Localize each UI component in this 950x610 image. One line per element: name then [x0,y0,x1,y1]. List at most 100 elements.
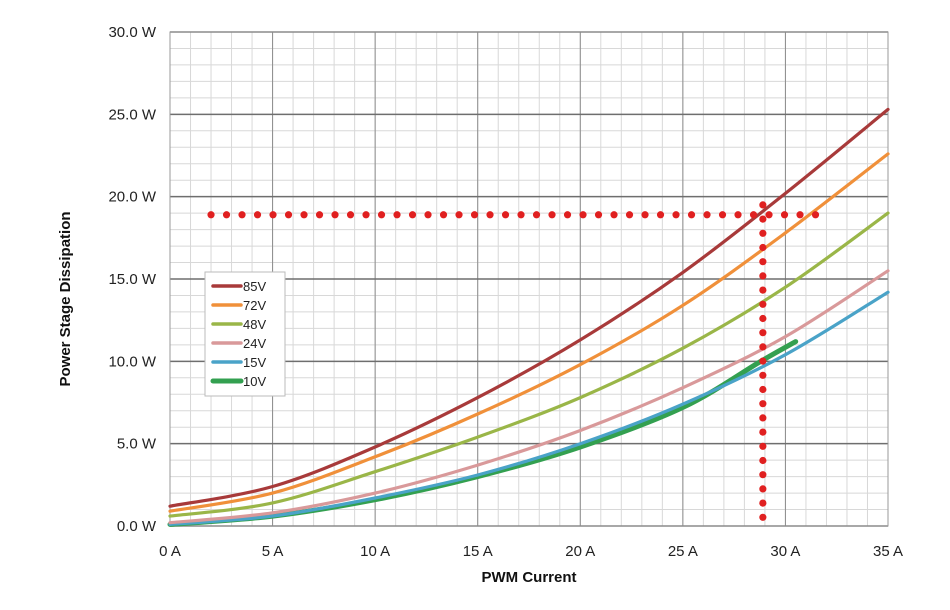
guide-dot [331,211,339,219]
x-tick-label: 0 A [159,543,181,560]
x-tick-label: 15 A [463,543,493,560]
guide-dot [532,211,541,219]
guide-dot [759,357,767,365]
guide-dot [759,243,767,252]
guide-dot [811,211,820,219]
x-tick-label: 10 A [360,543,390,560]
guide-dot [759,286,767,294]
x-tick-label: 35 A [873,543,903,560]
guide-dot [625,211,634,219]
guide-dot [765,211,773,219]
guide-dot [470,211,479,219]
guide-dot [377,211,386,219]
guide-dot [594,211,603,219]
guide-dot [759,201,767,209]
guide-dot [759,400,767,408]
series-line-48v [168,211,890,518]
x-tick-label: 20 A [565,543,595,560]
series-line-85v [168,107,890,508]
guide-dot [222,211,231,219]
guide-dot [284,211,293,219]
legend-label-72v: 72V [243,298,266,313]
guide-dot [424,211,432,219]
guide-dot [408,211,417,219]
guide-dot [207,211,215,219]
guide-dot [346,211,355,219]
guide-dot [759,272,767,280]
series-line-72v [168,152,890,513]
guide-dot [749,211,758,219]
x-tick-label: 5 A [262,543,284,560]
guide-dot [759,442,767,450]
x-tick-label: 25 A [668,543,698,560]
guide-dot [759,300,767,308]
guide-dot [641,211,649,219]
legend-label-85v: 85V [243,279,266,294]
x-tick-label: 30 A [770,543,800,560]
y-tick-label: 30.0 W [108,24,156,41]
guide-dot [238,211,246,219]
x-axis-tick-labels: 0 A 5 A 10 A 15 A 20 A 25 A 30 A 35 A [159,543,903,560]
guide-dot [759,428,767,436]
guide-dot [610,211,618,219]
y-tick-label: 0.0 W [117,518,157,535]
guide-dot [486,211,494,219]
guide-dot [759,499,767,507]
guide-dot [759,229,767,237]
y-tick-label: 10.0 W [108,353,156,370]
guide-dot [759,513,767,521]
guide-dot [718,211,727,219]
legend-box [204,271,286,397]
dotted-guide-vertical [759,201,767,521]
guide-dot [253,211,262,219]
guide-dot [563,211,572,219]
y-tick-label: 25.0 W [108,106,156,123]
guide-dot [455,211,463,219]
y-axis-title: Power Stage Dissipation [57,211,74,386]
guide-dot [315,211,324,219]
guide-dot [759,371,767,379]
guide-dot [672,211,680,219]
guide-dot [269,211,277,219]
guide-dot [393,211,401,219]
dotted-guide-horizontal [207,211,820,219]
guide-dot [759,215,767,223]
series-line-24v [168,269,890,525]
guide-dot [759,329,767,337]
y-tick-label: 15.0 W [108,271,156,288]
legend-label-24v: 24V [243,336,266,351]
series-lines [167,107,890,527]
x-axis-title: PWM Current [482,569,577,586]
y-axis-tick-labels: 0.0 W 5.0 W 10.0 W 15.0 W 20.0 W 25.0 W 30.0 W [108,24,156,535]
y-tick-label: 5.0 W [117,436,157,453]
guide-dot [759,485,767,493]
guide-dot [759,456,767,465]
legend-label-48v: 48V [243,317,266,332]
guide-dot [501,211,510,219]
y-tick-label: 20.0 W [108,189,156,206]
guide-dot [759,343,767,351]
guide-dot [579,211,587,219]
series-line-15v [168,290,890,526]
guide-dot [548,211,556,219]
guide-dot [759,414,767,422]
guide-dot [656,211,665,219]
guide-dot [734,211,742,219]
guide-dot [362,211,370,219]
guide-dot [300,211,308,219]
legend-label-10v: 10V [243,374,266,389]
guide-dot [759,314,767,323]
guide-dot [759,385,767,394]
guide-dot [517,211,525,219]
guide-dot [780,211,789,219]
legend-label-15v: 15V [243,355,266,370]
annotations [207,201,820,521]
plot-border [169,31,889,527]
guide-dot [759,258,767,266]
guide-dot [687,211,696,219]
legend: 85V 72V 48V 24V 15V 10V [204,271,286,397]
guide-dot [796,211,804,219]
guide-dot [703,211,711,219]
guide-dot [439,211,448,219]
